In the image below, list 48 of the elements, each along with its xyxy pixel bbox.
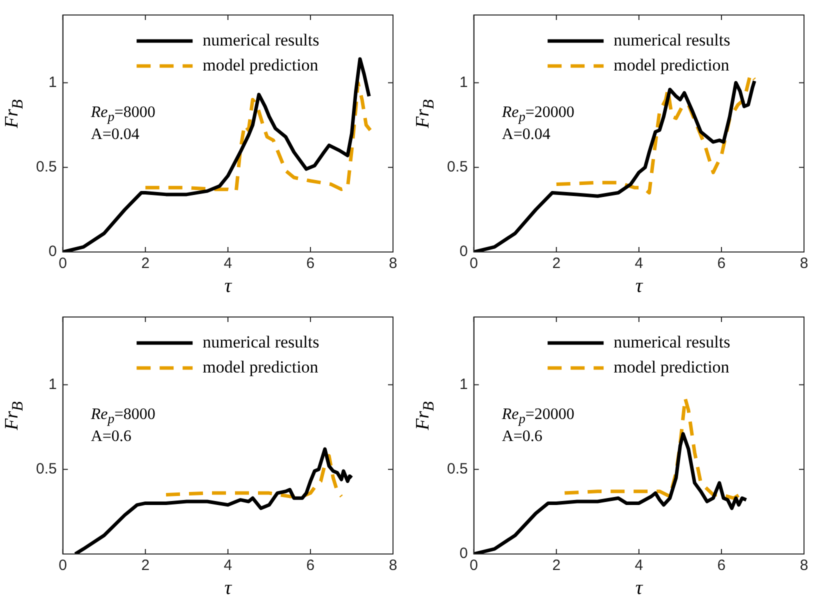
legend-label: numerical results	[202, 332, 320, 352]
y-tick-label: 1	[460, 74, 468, 91]
x-tick-label: 2	[552, 557, 561, 574]
x-tick-label: 2	[141, 557, 150, 574]
legend-label: model prediction	[614, 357, 730, 376]
y-tick-label: 1	[48, 74, 57, 91]
y-tick-label: 0.5	[36, 158, 57, 176]
y-tick-label: 0	[48, 243, 57, 260]
y-tick-label: 0.5	[446, 460, 468, 478]
x-axis-title: τ	[635, 275, 643, 297]
x-tick-label: 2	[552, 255, 561, 272]
legend-label: model prediction	[614, 55, 730, 74]
x-tick-label: 6	[306, 255, 315, 272]
y-tick-label: 1	[48, 376, 57, 393]
y-tick-label: 0	[460, 243, 468, 260]
annotation: A=0.04	[502, 126, 550, 144]
annotation: A=0.6	[502, 428, 542, 446]
annotation: A=0.6	[90, 428, 132, 446]
y-tick-label: 0.5	[36, 460, 57, 478]
x-tick-label: 4	[224, 255, 232, 272]
x-tick-label: 4	[634, 557, 644, 574]
x-tick-label: 8	[800, 255, 808, 272]
legend-label: model prediction	[202, 55, 319, 74]
x-axis-title: τ	[224, 275, 232, 297]
y-tick-label: 0	[460, 545, 468, 562]
annotation: Re$_{p}$=8000	[90, 104, 156, 124]
x-tick-label: 6	[717, 557, 726, 574]
y-tick-label: 1	[460, 376, 468, 393]
x-tick-label: 8	[388, 557, 398, 574]
legend-label: numerical results	[614, 30, 730, 50]
legend-label: numerical results	[614, 332, 730, 352]
x-tick-label: 6	[717, 255, 726, 272]
annotation: Re$_{p}$=8000	[90, 406, 156, 426]
legend-label: model prediction	[202, 357, 319, 376]
x-axis-title: τ	[635, 577, 643, 599]
annotation: A=0.04	[90, 126, 140, 144]
x-tick-label: 2	[141, 255, 150, 272]
x-tick-label: 8	[388, 255, 398, 272]
x-tick-label: 4	[224, 557, 232, 574]
y-tick-label: 0.5	[446, 158, 468, 176]
annotation: Re$_{p}$=20000	[502, 406, 574, 426]
annotation: Re$_{p}$=20000	[502, 104, 574, 124]
legend-label: numerical results	[202, 30, 320, 50]
x-tick-label: 8	[800, 557, 808, 574]
line-series	[164, 454, 344, 498]
x-tick-label: 4	[634, 255, 644, 272]
x-tick-label: 6	[306, 557, 315, 574]
x-axis-title: τ	[224, 577, 232, 599]
